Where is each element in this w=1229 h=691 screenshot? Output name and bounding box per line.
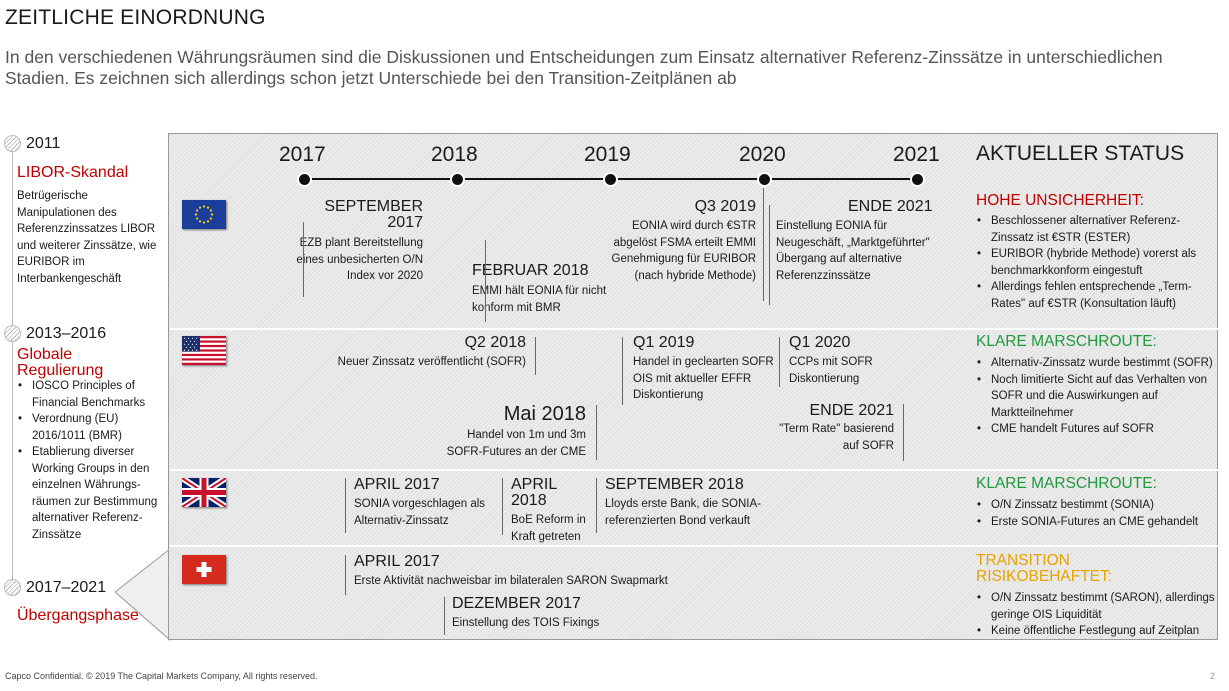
event-text: CCPs mit SOFR Diskontierung [789, 356, 873, 385]
event-line [622, 337, 623, 405]
list-item: O/N Zinssatz bestimmt (SONIA) [976, 497, 1216, 514]
timeline-year: 2019 [584, 143, 631, 166]
event-line [345, 555, 346, 595]
status-list: O/N Zinssatz bestimmt (SARON), allerding… [976, 590, 1216, 640]
phase-year: 2017–2021 [26, 579, 107, 596]
event-text: "Term Rate" basierend auf SOFR [779, 423, 894, 452]
event-text: Einstellung des TOIS Fixings [452, 617, 600, 629]
swiss-flag-icon [182, 555, 226, 584]
footer-copyright: Capco Confidential. © 2019 The Capital M… [5, 671, 318, 681]
event-text: Handel von 1m und 3m SOFR-Futures an der… [446, 429, 586, 458]
eu-flag-icon [182, 200, 226, 229]
list-item: Erste SONIA-Futures an CME gehandelt [976, 514, 1216, 531]
event-text: Einstellung EONIA für Neugeschäft, „Mark… [776, 220, 930, 282]
row-separator [170, 328, 1218, 330]
event-line [596, 478, 597, 533]
event-heading: ENDE 2021 [848, 198, 933, 215]
phase-list: IOSCO Principles of Financial Benchmarks… [17, 378, 162, 543]
event-line [502, 478, 503, 535]
list-item: O/N Zinssatz bestimmt (SARON), allerding… [976, 590, 1216, 623]
event-text: Neuer Zinssatz veröffentlicht (SOFR) [337, 356, 526, 368]
row-separator [170, 469, 1218, 471]
phase-marker-icon [4, 579, 21, 596]
status-heading: TRANSITION RISIKOBEHAFTET: [976, 552, 1113, 585]
event-text: EZB plant Bereitstellung eines unbesiche… [296, 237, 423, 282]
phase-text: Betrügerische Manipulationen des Referen… [17, 190, 157, 285]
event-text: Lloyds erste Bank, die SONIA-referenzier… [605, 498, 761, 527]
status-heading: KLARE MARSCHROUTE: [976, 475, 1157, 492]
status-list: O/N Zinssatz bestimmt (SONIA) Erste SONI… [976, 497, 1216, 530]
timeline-dot [603, 172, 618, 187]
status-list: Beschlossener alternativer Referenz-Zins… [976, 213, 1216, 312]
status-heading: KLARE MARSCHROUTE: [976, 333, 1157, 350]
list-item: Beschlossener alternativer Referenz-Zins… [976, 213, 1216, 246]
phase-year: 2013–2016 [26, 325, 107, 342]
list-item: IOSCO Principles of Financial Benchmarks [17, 378, 162, 411]
event-heading: Q1 2020 [789, 334, 851, 351]
list-item: Keine öffentliche Festlegung auf Zeitpla… [976, 623, 1216, 640]
event-line [535, 337, 536, 375]
phase-heading: Globale Regulierung [17, 346, 104, 379]
event-text: EMMI hält EONIA für nicht konform mit BM… [472, 285, 607, 314]
us-flag-icon [182, 336, 226, 365]
phase-year: 2011 [26, 135, 61, 152]
status-list: Alternativ-Zinssatz wurde bestimmt (SOFR… [976, 355, 1216, 438]
page-subtitle: In den verschiedenen Währungsräumen sind… [5, 47, 1163, 88]
list-item: Noch limitierte Sicht auf das Verhalten … [976, 372, 1216, 422]
event-text: BoE Reform in Kraft getreten [511, 514, 586, 543]
row-separator [170, 545, 1218, 547]
timeline-year: 2020 [739, 143, 786, 166]
event-text: SONIA vorgeschlagen als Alternativ-Zinss… [354, 498, 486, 527]
status-heading: HOHE UNSICHERHEIT: [976, 192, 1144, 209]
phase-heading: LIBOR-Skandal [17, 164, 129, 181]
timeline-year: 2018 [431, 143, 478, 166]
timeline-dot [297, 172, 312, 187]
list-item: EURIBOR (hybride Methode) vorerst als be… [976, 246, 1216, 279]
phase-marker-icon [4, 325, 21, 342]
event-heading: DEZEMBER 2017 [452, 595, 581, 612]
list-item: Verordnung (EU) 2016/1011 (BMR) [17, 411, 162, 444]
event-line [763, 188, 764, 301]
callout-pointer [115, 548, 171, 642]
event-heading: Q3 2019 [694, 198, 756, 215]
event-line [596, 405, 597, 460]
event-heading: FEBRUAR 2018 [472, 262, 589, 279]
event-line [303, 222, 304, 297]
event-heading: APRIL 2018 [511, 476, 557, 509]
list-item: CME handelt Futures auf SOFR [976, 421, 1216, 438]
event-heading: Mai 2018 [503, 403, 586, 425]
event-text: EONIA wird durch €STR abgelöst FSMA erte… [611, 220, 756, 282]
event-heading: SEPTEMBER 2017 [324, 198, 423, 231]
event-text: Handel in geclearten SOFR OIS mit aktuel… [633, 356, 774, 401]
event-heading: Q2 2018 [464, 334, 526, 351]
event-heading: Q1 2019 [633, 334, 695, 351]
phase-marker-icon [4, 135, 21, 152]
timeline-dot [757, 172, 772, 187]
timeline-dot [450, 172, 465, 187]
event-line [485, 240, 486, 322]
phase-heading: Übergangsphase [17, 607, 139, 624]
list-item: Alternativ-Zinssatz wurde bestimmt (SOFR… [976, 355, 1216, 372]
event-line [769, 205, 770, 305]
list-item: Etablierung diverser Working Groups in d… [17, 444, 162, 543]
page-title: ZEITLICHE EINORDNUNG [5, 6, 266, 29]
event-heading: APRIL 2017 [354, 553, 440, 570]
event-line [903, 404, 904, 461]
timeline-dot [910, 172, 925, 187]
page-number: 2 [1210, 671, 1216, 681]
event-text: Erste Aktivität nachweisbar im bilateral… [354, 575, 668, 587]
list-item: Allerdings fehlen entsprechende „Term-Ra… [976, 279, 1216, 312]
event-heading: APRIL 2017 [354, 476, 440, 493]
timeline-year: 2021 [893, 143, 940, 166]
phase-axis-line [12, 150, 13, 585]
event-heading: SEPTEMBER 2018 [605, 476, 744, 493]
event-line [779, 337, 780, 387]
timeline-year: 2017 [279, 143, 326, 166]
event-heading: ENDE 2021 [809, 402, 895, 419]
event-line [345, 478, 346, 533]
uk-flag-icon [182, 478, 226, 507]
event-line [444, 597, 445, 635]
status-title: AKTUELLER STATUS [976, 142, 1185, 165]
